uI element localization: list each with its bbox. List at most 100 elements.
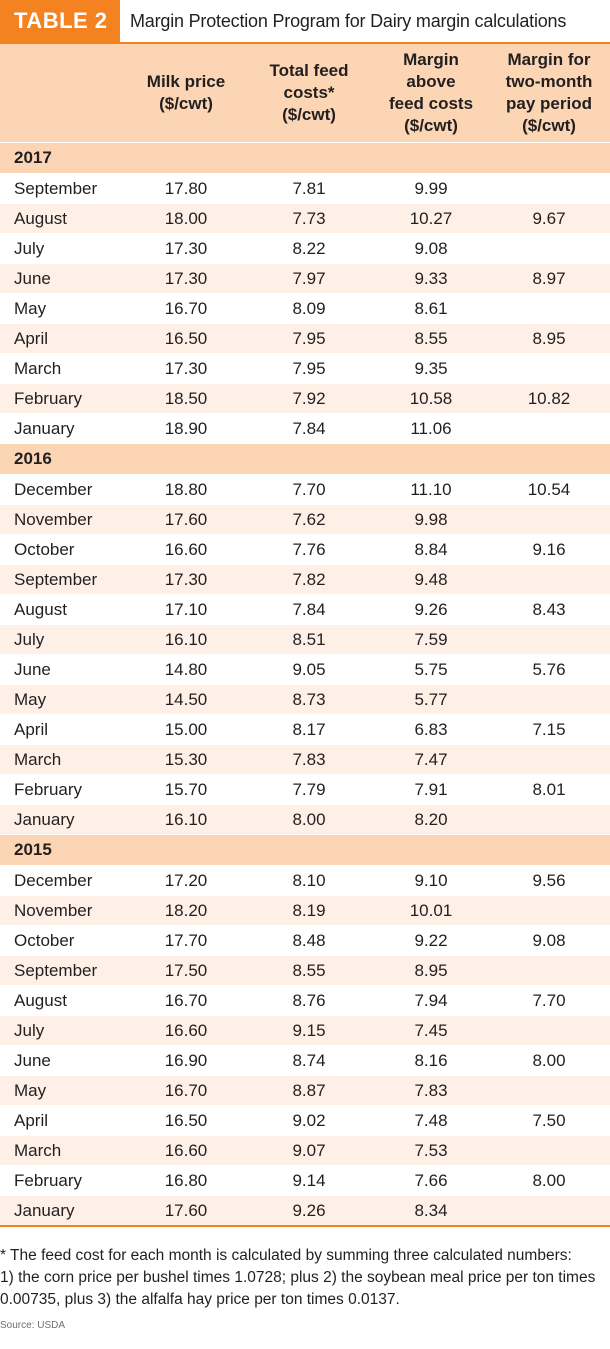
cell-feed-costs: 8.55 [244,955,374,986]
cell-month: January [0,413,128,444]
cell-milk-price: 17.30 [128,263,244,294]
cell-feed-costs: 9.14 [244,1165,374,1196]
cell-milk-price: 17.30 [128,564,244,595]
cell-two-month-margin: 7.70 [488,985,610,1016]
cell-month: September [0,955,128,986]
table-row: February 16.80 9.14 7.66 8.00 [0,1165,610,1196]
cell-two-month-margin: 9.08 [488,925,610,956]
table-title: Margin Protection Program for Dairy marg… [130,10,567,31]
cell-two-month-margin: 10.82 [488,383,610,414]
table-row: August 16.70 8.76 7.94 7.70 [0,985,610,1016]
cell-milk-price: 17.70 [128,925,244,956]
cell-feed-costs: 7.95 [244,353,374,384]
cell-margin: 5.77 [374,684,488,715]
table-row: March 17.30 7.95 9.35 [0,353,610,384]
cell-two-month-margin [488,413,610,444]
cell-month: March [0,1135,128,1166]
cell-feed-costs: 8.09 [244,293,374,324]
cell-milk-price: 17.80 [128,173,244,204]
table-row: December 17.20 8.10 9.10 9.56 [0,865,610,896]
table-row: February 15.70 7.79 7.91 8.01 [0,774,610,805]
cell-milk-price: 16.60 [128,1135,244,1166]
cell-two-month-margin [488,804,610,835]
cell-two-month-margin: 8.97 [488,263,610,294]
cell-month: October [0,534,128,565]
cell-milk-price: 16.50 [128,323,244,354]
table-row: May 16.70 8.87 7.83 [0,1075,610,1106]
table-row: July 16.60 9.15 7.45 [0,1015,610,1046]
table-row: February 18.50 7.92 10.58 10.82 [0,383,610,414]
cell-milk-price: 17.60 [128,504,244,535]
cell-milk-price: 17.60 [128,1195,244,1225]
cell-month: June [0,654,128,685]
cell-two-month-margin: 8.43 [488,594,610,625]
cell-two-month-margin [488,293,610,324]
cell-feed-costs: 8.17 [244,714,374,745]
cell-two-month-margin: 8.00 [488,1045,610,1076]
cell-month: March [0,353,128,384]
cell-two-month-margin [488,564,610,595]
cell-month: April [0,1105,128,1136]
cell-margin: 5.75 [374,654,488,685]
header-two-month: Margin for two-month pay period ($/cwt) [488,44,610,143]
table-row: September 17.80 7.81 9.99 [0,173,610,204]
cell-month: March [0,744,128,775]
header-row: Milk price ($/cwt) Total feed costs* ($/… [0,44,610,143]
cell-feed-costs: 7.62 [244,504,374,535]
cell-margin: 10.58 [374,383,488,414]
cell-margin: 9.33 [374,263,488,294]
cell-feed-costs: 8.22 [244,233,374,264]
cell-month: November [0,504,128,535]
cell-milk-price: 16.10 [128,624,244,655]
cell-milk-price: 14.50 [128,684,244,715]
table-row: April 16.50 7.95 8.55 8.95 [0,323,610,354]
cell-margin: 7.48 [374,1105,488,1136]
cell-two-month-margin [488,233,610,264]
table-bottom-rule [0,1225,610,1227]
table-row: October 17.70 8.48 9.22 9.08 [0,925,610,956]
cell-margin: 8.61 [374,293,488,324]
cell-feed-costs: 8.76 [244,985,374,1016]
cell-month: December [0,865,128,896]
cell-month: November [0,895,128,926]
year-label: 2017 [0,142,610,174]
cell-two-month-margin [488,1075,610,1106]
table-row: October 16.60 7.76 8.84 9.16 [0,534,610,565]
cell-two-month-margin: 9.56 [488,865,610,896]
cell-margin: 7.66 [374,1165,488,1196]
cell-feed-costs: 8.19 [244,895,374,926]
cell-margin: 9.22 [374,925,488,956]
cell-feed-costs: 8.73 [244,684,374,715]
cell-two-month-margin [488,173,610,204]
cell-two-month-margin: 7.50 [488,1105,610,1136]
cell-month: June [0,263,128,294]
year-row: 2017 [0,142,610,174]
cell-margin: 11.10 [374,474,488,505]
table-row: August 18.00 7.73 10.27 9.67 [0,203,610,234]
cell-feed-costs: 7.83 [244,744,374,775]
cell-margin: 9.08 [374,233,488,264]
cell-feed-costs: 8.48 [244,925,374,956]
source-note: Source: USDA [0,1320,66,1331]
cell-margin: 8.34 [374,1195,488,1225]
cell-month: August [0,985,128,1016]
table-body: 2017 September 17.80 7.81 9.99 August 18.00 7.7… [0,142,610,1225]
cell-margin: 8.55 [374,323,488,354]
cell-margin: 7.94 [374,985,488,1016]
cell-month: August [0,203,128,234]
cell-milk-price: 15.70 [128,774,244,805]
cell-margin: 9.99 [374,173,488,204]
cell-two-month-margin [488,504,610,535]
cell-milk-price: 16.10 [128,804,244,835]
footnote-line-1: * The feed cost for each month is calcul… [0,1247,572,1264]
cell-feed-costs: 7.84 [244,413,374,444]
table-title-bar: TABLE 2 Margin Protection Program for Da… [0,0,610,44]
table-row: November 18.20 8.19 10.01 [0,895,610,926]
table-row: November 17.60 7.62 9.98 [0,504,610,535]
cell-milk-price: 17.50 [128,955,244,986]
cell-margin: 9.10 [374,865,488,896]
cell-month: May [0,293,128,324]
cell-feed-costs: 7.70 [244,474,374,505]
header-margin: Margin above feed costs ($/cwt) [374,44,488,143]
cell-milk-price: 16.70 [128,293,244,324]
